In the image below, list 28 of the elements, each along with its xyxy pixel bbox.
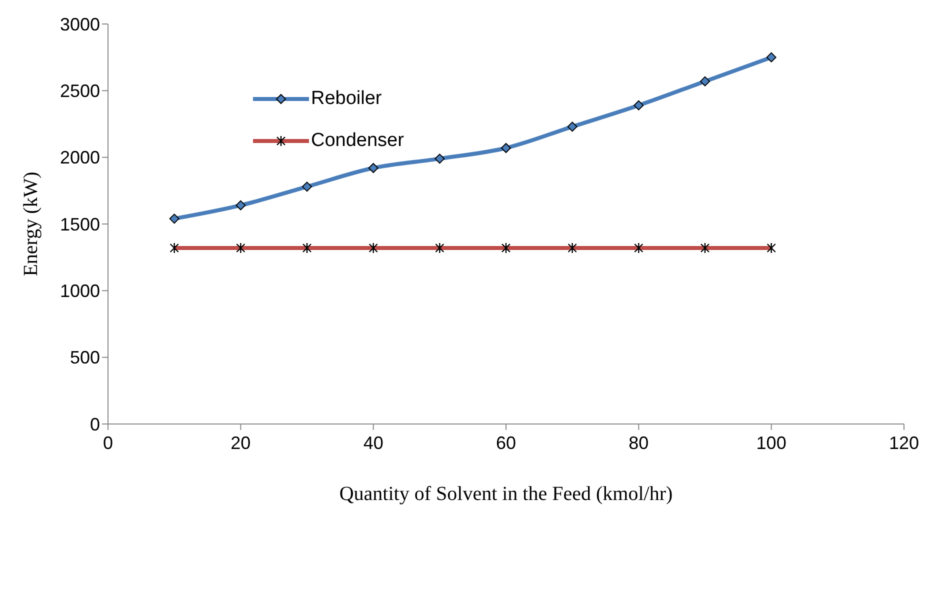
y-tick-label: 500 (70, 348, 100, 368)
x-tick-label: 80 (628, 432, 649, 453)
point (501, 143, 511, 153)
point (766, 52, 776, 62)
x-tick-label: 120 (888, 432, 920, 453)
point (567, 122, 578, 132)
x-tick-label: 40 (363, 432, 384, 453)
point (169, 214, 180, 224)
x-tick-label: 60 (496, 432, 516, 453)
point (236, 200, 246, 210)
y-tick-label: 1000 (60, 281, 100, 302)
point (434, 154, 445, 164)
x-tick-label: 20 (230, 432, 251, 453)
y-axis-title: Energy (kW) (20, 172, 42, 276)
legend-label: Condenser (311, 130, 404, 152)
x-tick-label: 0 (102, 432, 114, 453)
y-tick-label: 3000 (60, 14, 100, 34)
y-tick-label: 0 (90, 414, 100, 434)
legend-label: Reboiler (311, 88, 382, 110)
y-tick-label: 2000 (60, 148, 100, 168)
x-axis-title: Quantity of Solvent in the Feed (kmol/hr) (339, 483, 673, 506)
point (368, 163, 378, 173)
point (700, 76, 710, 86)
y-tick-label: 2500 (60, 81, 100, 102)
point (302, 182, 312, 192)
point (634, 100, 644, 110)
x-tick-label: 100 (756, 432, 786, 453)
y-tick-label: 1500 (60, 214, 100, 234)
